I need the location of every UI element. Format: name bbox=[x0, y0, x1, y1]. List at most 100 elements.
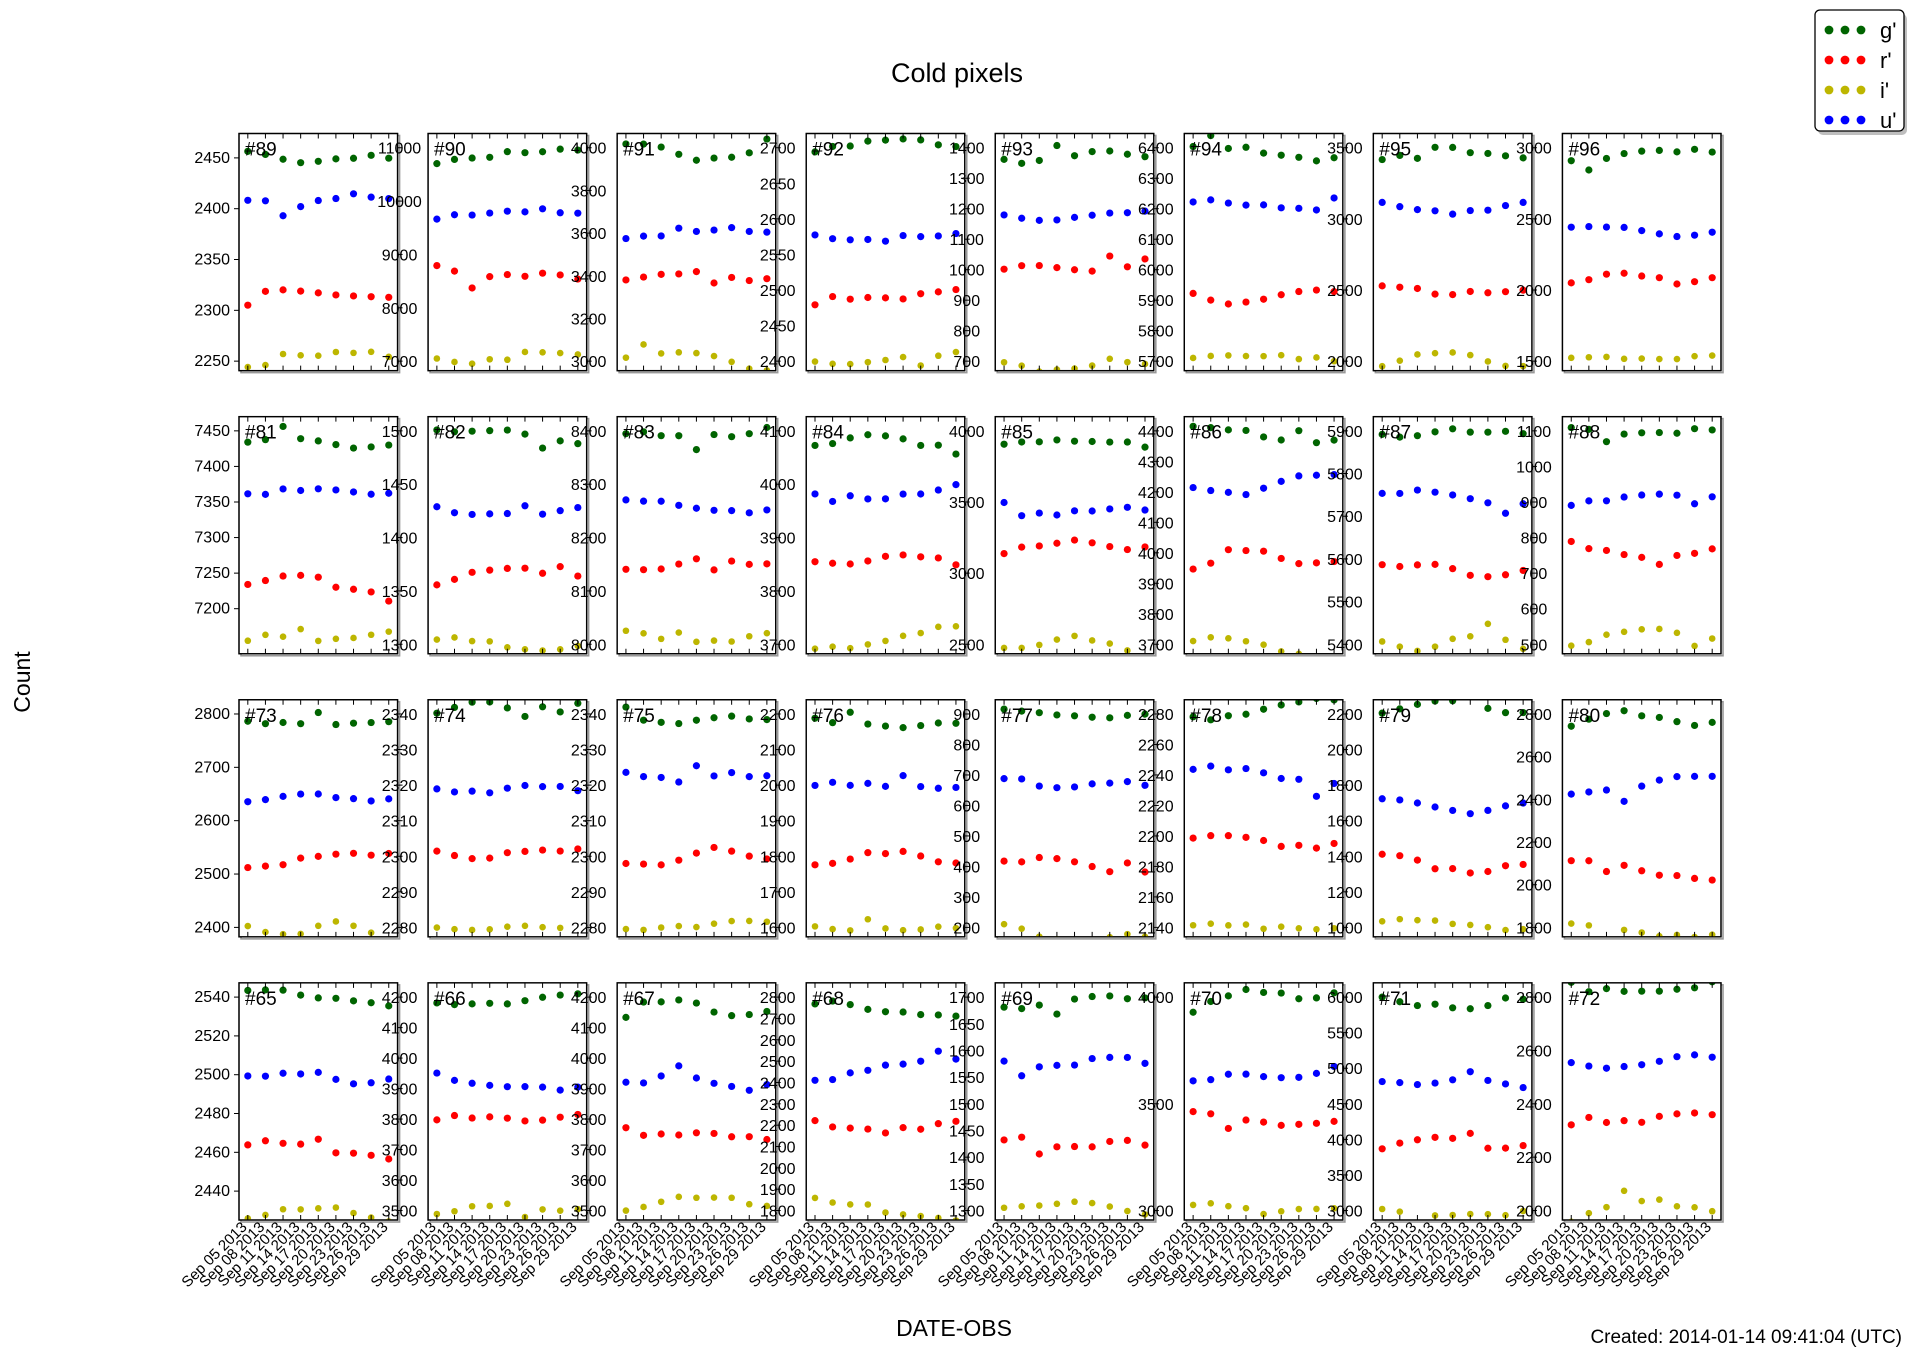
svg-text:6300: 6300 bbox=[1138, 171, 1174, 188]
svg-text:5000: 5000 bbox=[1327, 1061, 1363, 1078]
svg-text:2520: 2520 bbox=[194, 1028, 230, 1045]
svg-text:2200: 2200 bbox=[760, 707, 796, 724]
svg-text:#84: #84 bbox=[812, 423, 844, 444]
svg-text:1000: 1000 bbox=[1327, 920, 1363, 937]
svg-text:200: 200 bbox=[953, 920, 980, 937]
svg-text:#87: #87 bbox=[1379, 423, 1411, 444]
svg-text:3700: 3700 bbox=[760, 637, 796, 654]
svg-text:3000: 3000 bbox=[1516, 141, 1552, 158]
svg-text:1600: 1600 bbox=[949, 1043, 985, 1060]
svg-text:1200: 1200 bbox=[1327, 885, 1363, 902]
svg-text:800: 800 bbox=[953, 737, 980, 754]
svg-text:#69: #69 bbox=[1001, 989, 1033, 1010]
svg-text:4200: 4200 bbox=[571, 990, 607, 1007]
svg-text:3900: 3900 bbox=[1138, 576, 1174, 593]
svg-text:2200: 2200 bbox=[1516, 1150, 1552, 1167]
svg-text:2300: 2300 bbox=[194, 302, 230, 319]
svg-text:2800: 2800 bbox=[1516, 990, 1552, 1007]
svg-text:3200: 3200 bbox=[571, 311, 607, 328]
svg-text:2700: 2700 bbox=[760, 141, 796, 158]
svg-text:2000: 2000 bbox=[1327, 354, 1363, 371]
svg-text:700: 700 bbox=[953, 768, 980, 785]
svg-text:1800: 1800 bbox=[760, 849, 796, 866]
svg-text:#93: #93 bbox=[1001, 140, 1033, 161]
svg-text:#68: #68 bbox=[812, 989, 844, 1010]
svg-text:2400: 2400 bbox=[194, 919, 230, 936]
svg-text:2260: 2260 bbox=[1138, 737, 1174, 754]
svg-text:#79: #79 bbox=[1379, 706, 1411, 727]
svg-text:7000: 7000 bbox=[382, 354, 418, 371]
svg-text:9000: 9000 bbox=[382, 247, 418, 264]
svg-text:2500: 2500 bbox=[949, 637, 985, 654]
svg-text:3800: 3800 bbox=[571, 183, 607, 200]
svg-text:2330: 2330 bbox=[571, 743, 607, 760]
svg-text:1300: 1300 bbox=[949, 1204, 985, 1221]
svg-text:7350: 7350 bbox=[194, 494, 230, 511]
svg-text:5900: 5900 bbox=[1138, 293, 1174, 310]
svg-text:2800: 2800 bbox=[194, 706, 230, 723]
svg-text:3700: 3700 bbox=[571, 1143, 607, 1160]
svg-text:2330: 2330 bbox=[382, 743, 418, 760]
svg-text:4200: 4200 bbox=[1138, 485, 1174, 502]
svg-text:#88: #88 bbox=[1568, 423, 1600, 444]
svg-text:3600: 3600 bbox=[382, 1173, 418, 1190]
svg-text:2280: 2280 bbox=[571, 920, 607, 937]
svg-text:2310: 2310 bbox=[382, 814, 418, 831]
svg-text:3700: 3700 bbox=[1138, 637, 1174, 654]
svg-text:500: 500 bbox=[953, 829, 980, 846]
svg-text:300: 300 bbox=[953, 890, 980, 907]
svg-text:2350: 2350 bbox=[194, 252, 230, 269]
svg-text:2400: 2400 bbox=[1516, 792, 1552, 809]
svg-text:1650: 1650 bbox=[949, 1017, 985, 1034]
svg-text:u': u' bbox=[1880, 108, 1896, 133]
svg-text:3800: 3800 bbox=[1138, 607, 1174, 624]
svg-text:3400: 3400 bbox=[571, 269, 607, 286]
svg-text:2500: 2500 bbox=[1327, 283, 1363, 300]
svg-text:1700: 1700 bbox=[949, 990, 985, 1007]
svg-text:2160: 2160 bbox=[1138, 890, 1174, 907]
svg-text:700: 700 bbox=[953, 354, 980, 371]
svg-text:1400: 1400 bbox=[1327, 849, 1363, 866]
svg-text:4000: 4000 bbox=[1327, 1132, 1363, 1149]
svg-text:3900: 3900 bbox=[382, 1082, 418, 1099]
svg-text:2480: 2480 bbox=[194, 1106, 230, 1123]
svg-text:6000: 6000 bbox=[1138, 263, 1174, 280]
svg-text:3500: 3500 bbox=[1327, 1168, 1363, 1185]
svg-text:2800: 2800 bbox=[760, 990, 796, 1007]
svg-text:2450: 2450 bbox=[760, 319, 796, 336]
svg-text:700: 700 bbox=[1521, 566, 1548, 583]
svg-text:3500: 3500 bbox=[1138, 1097, 1174, 1114]
svg-text:8100: 8100 bbox=[571, 584, 607, 601]
svg-text:#95: #95 bbox=[1379, 140, 1411, 161]
svg-text:900: 900 bbox=[1521, 495, 1548, 512]
svg-text:3800: 3800 bbox=[571, 1112, 607, 1129]
svg-text:2440: 2440 bbox=[194, 1183, 230, 1200]
svg-text:4000: 4000 bbox=[571, 1051, 607, 1068]
svg-text:3800: 3800 bbox=[382, 1112, 418, 1129]
svg-text:2650: 2650 bbox=[760, 176, 796, 193]
svg-text:5500: 5500 bbox=[1327, 1026, 1363, 1043]
svg-text:1100: 1100 bbox=[1517, 424, 1552, 441]
svg-text:2340: 2340 bbox=[382, 707, 418, 724]
svg-text:3900: 3900 bbox=[760, 531, 796, 548]
svg-text:2240: 2240 bbox=[1138, 768, 1174, 785]
svg-text:2000: 2000 bbox=[1516, 878, 1552, 895]
svg-text:5800: 5800 bbox=[1327, 467, 1363, 484]
svg-text:2000: 2000 bbox=[760, 778, 796, 795]
svg-text:3000: 3000 bbox=[1138, 1204, 1174, 1221]
svg-text:2280: 2280 bbox=[1138, 707, 1174, 724]
svg-text:2500: 2500 bbox=[194, 866, 230, 883]
svg-text:2200: 2200 bbox=[760, 1118, 796, 1135]
svg-text:2550: 2550 bbox=[760, 247, 796, 264]
svg-text:4000: 4000 bbox=[949, 424, 985, 441]
svg-text:2000: 2000 bbox=[1516, 1204, 1552, 1221]
svg-text:2180: 2180 bbox=[1138, 859, 1174, 876]
svg-text:3500: 3500 bbox=[1327, 141, 1363, 158]
svg-text:#70: #70 bbox=[1190, 989, 1222, 1010]
svg-text:4000: 4000 bbox=[571, 141, 607, 158]
svg-text:900: 900 bbox=[953, 707, 980, 724]
svg-text:2500: 2500 bbox=[760, 1054, 796, 1071]
svg-text:#75: #75 bbox=[623, 706, 655, 727]
svg-text:8000: 8000 bbox=[571, 637, 607, 654]
svg-text:2140: 2140 bbox=[1138, 920, 1174, 937]
